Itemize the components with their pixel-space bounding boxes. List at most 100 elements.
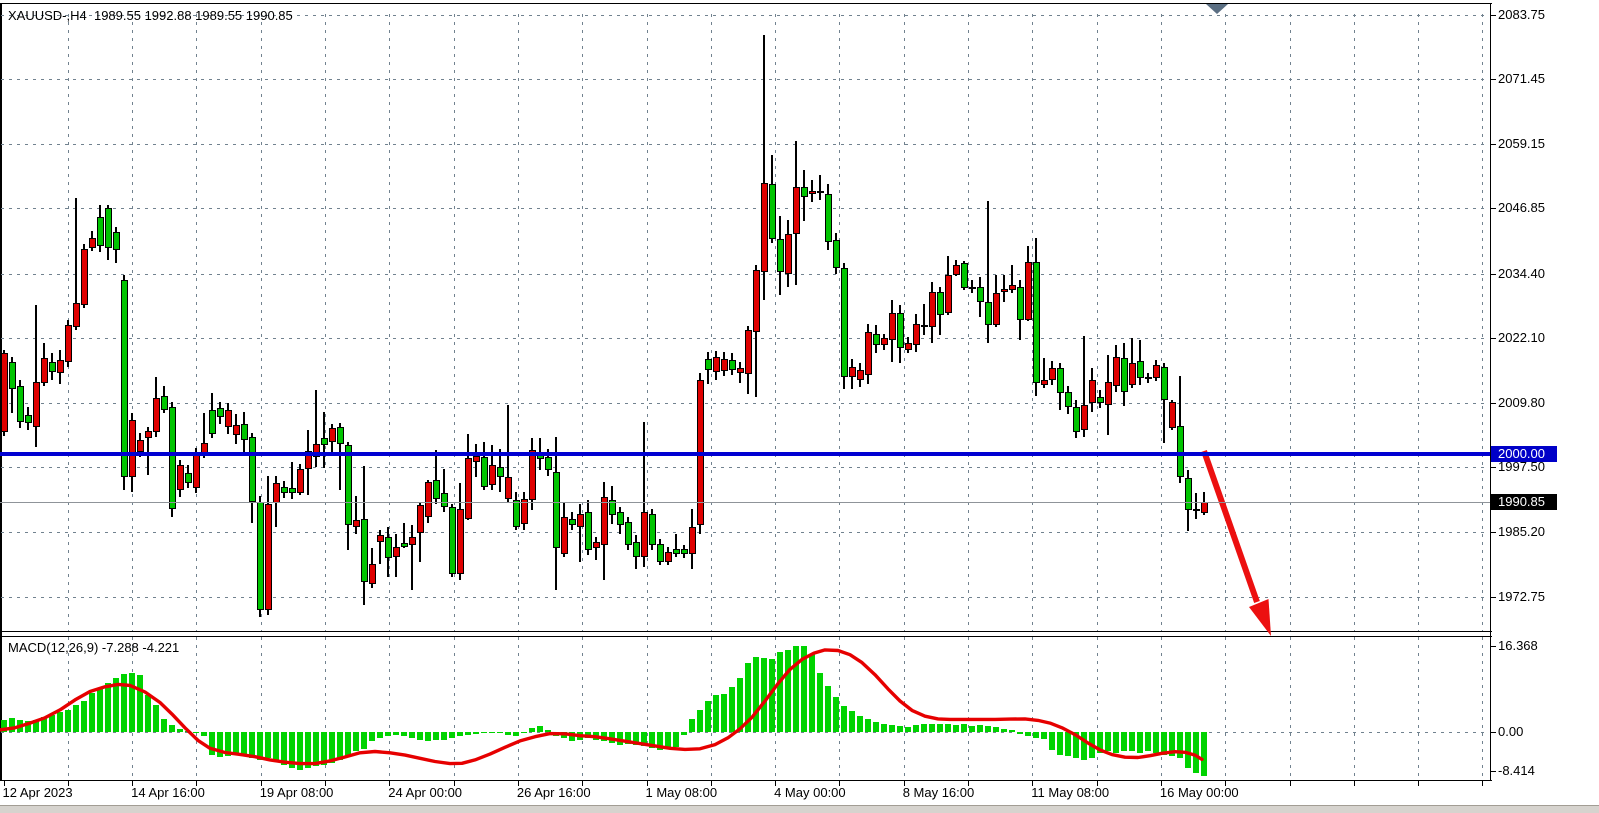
candle-body — [713, 357, 720, 372]
price-axis[interactable]: 2083.75 2071.45 2059.15 2046.85 2034.40 2022.… — [1490, 0, 1599, 805]
time-tick — [839, 781, 841, 786]
price-tick — [1490, 531, 1496, 533]
macd-histogram-bar — [9, 717, 15, 732]
candle-body — [897, 313, 904, 349]
candle-body — [1041, 380, 1048, 385]
macd-histogram-bar — [1105, 732, 1111, 752]
time-gridline — [1482, 14, 1484, 631]
panel-separator-bottom[interactable] — [0, 636, 1492, 637]
time-gridline — [646, 14, 648, 631]
time-gridline — [517, 637, 519, 779]
candle-body — [25, 414, 32, 424]
price-tick — [1490, 467, 1496, 469]
candle-body — [353, 520, 360, 527]
time-tick — [1482, 781, 1484, 786]
price-gridline — [1, 402, 1489, 404]
candle-wick — [1131, 338, 1133, 389]
macd-histogram-bar — [1065, 732, 1071, 757]
candle-body — [1153, 364, 1160, 379]
macd-histogram-bar — [137, 675, 143, 732]
macd-histogram-bar — [553, 732, 559, 737]
candle-body — [161, 396, 168, 411]
time-gridline — [903, 637, 905, 779]
macd-histogram-bar — [353, 732, 359, 752]
time-tick-label: 8 May 16:00 — [902, 785, 975, 800]
candle-body — [993, 293, 1000, 326]
macd-panel[interactable] — [0, 637, 1490, 780]
time-tick-label: 11 May 08:00 — [1031, 785, 1110, 800]
time-gridline — [582, 14, 584, 631]
price-tick — [1490, 15, 1496, 16]
time-tick — [196, 781, 198, 786]
candle-wick — [435, 450, 437, 504]
price-chart-panel[interactable] — [0, 4, 1490, 631]
macd-histogram-bar — [681, 732, 687, 735]
macd-histogram-bar — [513, 732, 519, 737]
macd-histogram-bar — [73, 704, 79, 732]
candle-body — [529, 450, 536, 501]
macd-histogram-bar — [33, 719, 39, 732]
price-tick-label: 2059.15 — [1498, 135, 1545, 151]
time-axis[interactable] — [0, 781, 1492, 805]
candle-body — [321, 438, 328, 446]
candle-body — [105, 208, 112, 249]
time-tick-label: 24 Apr 00:00 — [388, 785, 463, 800]
macd-histogram-bar — [113, 678, 119, 732]
time-tick — [67, 781, 69, 786]
macd-histogram-bar — [561, 732, 567, 738]
macd-histogram-bar — [1201, 732, 1207, 777]
candle-body — [1073, 406, 1080, 432]
time-gridline — [775, 14, 777, 631]
chart-top-border — [0, 3, 1492, 4]
macd-histogram-bar — [1009, 729, 1015, 732]
macd-histogram-bar — [273, 732, 279, 760]
candle-body — [57, 359, 64, 374]
horizontal-level-line-2000[interactable] — [0, 452, 1490, 457]
candle-body — [481, 456, 488, 487]
price-tick-label: 2034.40 — [1498, 265, 1545, 281]
macd-histogram-bar — [913, 725, 919, 732]
candle-wick — [443, 468, 445, 512]
time-tick — [582, 781, 584, 786]
time-gridline — [968, 637, 969, 779]
time-tick — [260, 781, 262, 786]
time-tick — [389, 781, 391, 786]
candle-body — [1, 353, 8, 432]
candle-wick — [1043, 358, 1045, 389]
candle-doji-body — [921, 324, 928, 327]
panel-separator-top[interactable] — [0, 631, 1492, 632]
candle-body — [729, 359, 736, 371]
macd-histogram-bar — [993, 727, 999, 732]
candle-body — [313, 443, 320, 457]
price-tick-label: 2083.75 — [1498, 7, 1545, 22]
candle-body — [1121, 358, 1128, 392]
price-gridline — [1, 467, 1489, 469]
candle-body — [33, 381, 40, 427]
macd-histogram-bar — [929, 723, 935, 732]
macd-histogram-bar — [937, 723, 943, 732]
macd-histogram-bar — [1089, 732, 1095, 758]
macd-histogram-bar — [1041, 732, 1047, 739]
candle-doji-body — [1193, 508, 1200, 511]
macd-histogram-bar — [873, 722, 879, 732]
candle-wick — [1163, 363, 1165, 444]
time-gridline — [453, 637, 455, 779]
price-gridline — [1, 273, 1489, 275]
time-gridline — [1353, 14, 1355, 631]
time-gridline — [646, 637, 648, 779]
macd-histogram-bar — [345, 732, 351, 758]
candle-body — [953, 264, 960, 275]
price-tick — [1490, 402, 1496, 404]
candle-doji-body — [817, 191, 824, 194]
macd-histogram-bar — [105, 683, 111, 732]
macd-histogram-bar — [785, 649, 791, 732]
macd-histogram-bar — [777, 652, 783, 732]
macd-histogram-bar — [657, 732, 663, 750]
chart-shift-marker-icon[interactable] — [1206, 4, 1228, 14]
macd-histogram-bar — [233, 732, 239, 755]
macd-histogram-bar — [297, 732, 303, 770]
time-tick — [1353, 781, 1355, 786]
time-gridline — [1289, 637, 1291, 779]
candle-body — [889, 313, 896, 340]
candle-body — [1017, 286, 1024, 320]
